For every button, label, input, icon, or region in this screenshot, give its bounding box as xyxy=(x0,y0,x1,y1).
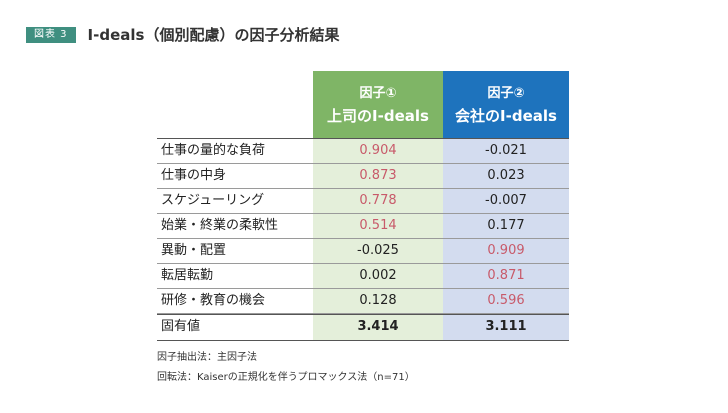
table-row: 転居転勤 0.002 0.871 xyxy=(157,264,569,289)
row-label: 仕事の量的な負荷 xyxy=(161,143,266,158)
factor1-name: 上司のI-deals xyxy=(327,106,429,125)
note-rotation-method: 回転法：Kaiserの正規化を伴うプロマックス法（n=71） xyxy=(157,372,415,383)
factor2-loading: -0.007 xyxy=(443,189,569,213)
factor2-header: 因子② 会社のI-deals xyxy=(443,71,569,138)
figure-title: I-deals（個別配慮）の因子分析結果 xyxy=(87,26,340,44)
factor-analysis-table: 因子① 上司のI-deals 因子② 会社のI-deals 仕事の量的な負荷 0.… xyxy=(157,71,569,341)
factor2-loading: 0.871 xyxy=(443,264,569,288)
table-notes: 因子抽出法：主因子法 回転法：Kaiserの正規化を伴うプロマックス法（n=71… xyxy=(157,348,415,388)
figure-header: 図表 3 I-deals（個別配慮）の因子分析結果 xyxy=(26,24,339,45)
factor2-number: 因子② xyxy=(487,85,525,101)
factor2-loading: -0.021 xyxy=(443,139,569,163)
table-row: 仕事の中身 0.873 0.023 xyxy=(157,164,569,189)
row-label: 仕事の中身 xyxy=(161,168,227,183)
table-row: 研修・教育の機会 0.128 0.596 xyxy=(157,289,569,314)
row-label: 研修・教育の機会 xyxy=(161,293,266,308)
eigenvalue-row: 固有値 3.414 3.111 xyxy=(157,314,569,341)
factor2-loading: 0.023 xyxy=(443,164,569,188)
row-label: スケジューリング xyxy=(161,193,265,208)
eigenvalue-factor2: 3.111 xyxy=(443,315,569,340)
factor2-loading: 0.909 xyxy=(443,239,569,263)
factor2-name: 会社のI-deals xyxy=(455,106,557,125)
table-row: スケジューリング 0.778 -0.007 xyxy=(157,189,569,214)
factor1-loading: 0.904 xyxy=(313,139,443,163)
row-label: 始業・終業の柔軟性 xyxy=(161,218,279,233)
table-row: 始業・終業の柔軟性 0.514 0.177 xyxy=(157,214,569,239)
factor1-loading: -0.025 xyxy=(313,239,443,263)
eigenvalue-factor1: 3.414 xyxy=(313,315,443,340)
factor1-loading: 0.002 xyxy=(313,264,443,288)
table-row: 仕事の量的な負荷 0.904 -0.021 xyxy=(157,138,569,164)
table-header-row: 因子① 上司のI-deals 因子② 会社のI-deals xyxy=(157,71,569,138)
factor1-number: 因子① xyxy=(359,85,397,101)
table-body: 仕事の量的な負荷 0.904 -0.021 仕事の中身 0.873 0.023 スケジューリ… xyxy=(157,138,569,314)
row-label: 転居転勤 xyxy=(161,268,214,283)
factor1-loading: 0.778 xyxy=(313,189,443,213)
header-blank-cell xyxy=(157,71,313,138)
eigenvalue-label: 固有値 xyxy=(161,319,201,334)
row-label: 異動・配置 xyxy=(161,243,227,258)
factor1-header: 因子① 上司のI-deals xyxy=(313,71,443,138)
factor1-loading: 0.128 xyxy=(313,289,443,313)
factor1-loading: 0.514 xyxy=(313,214,443,238)
note-extraction-method: 因子抽出法：主因子法 xyxy=(157,352,257,363)
factor1-loading: 0.873 xyxy=(313,164,443,188)
figure-badge: 図表 3 xyxy=(26,26,76,43)
table-row: 異動・配置 -0.025 0.909 xyxy=(157,239,569,264)
factor2-loading: 0.596 xyxy=(443,289,569,313)
factor2-loading: 0.177 xyxy=(443,214,569,238)
